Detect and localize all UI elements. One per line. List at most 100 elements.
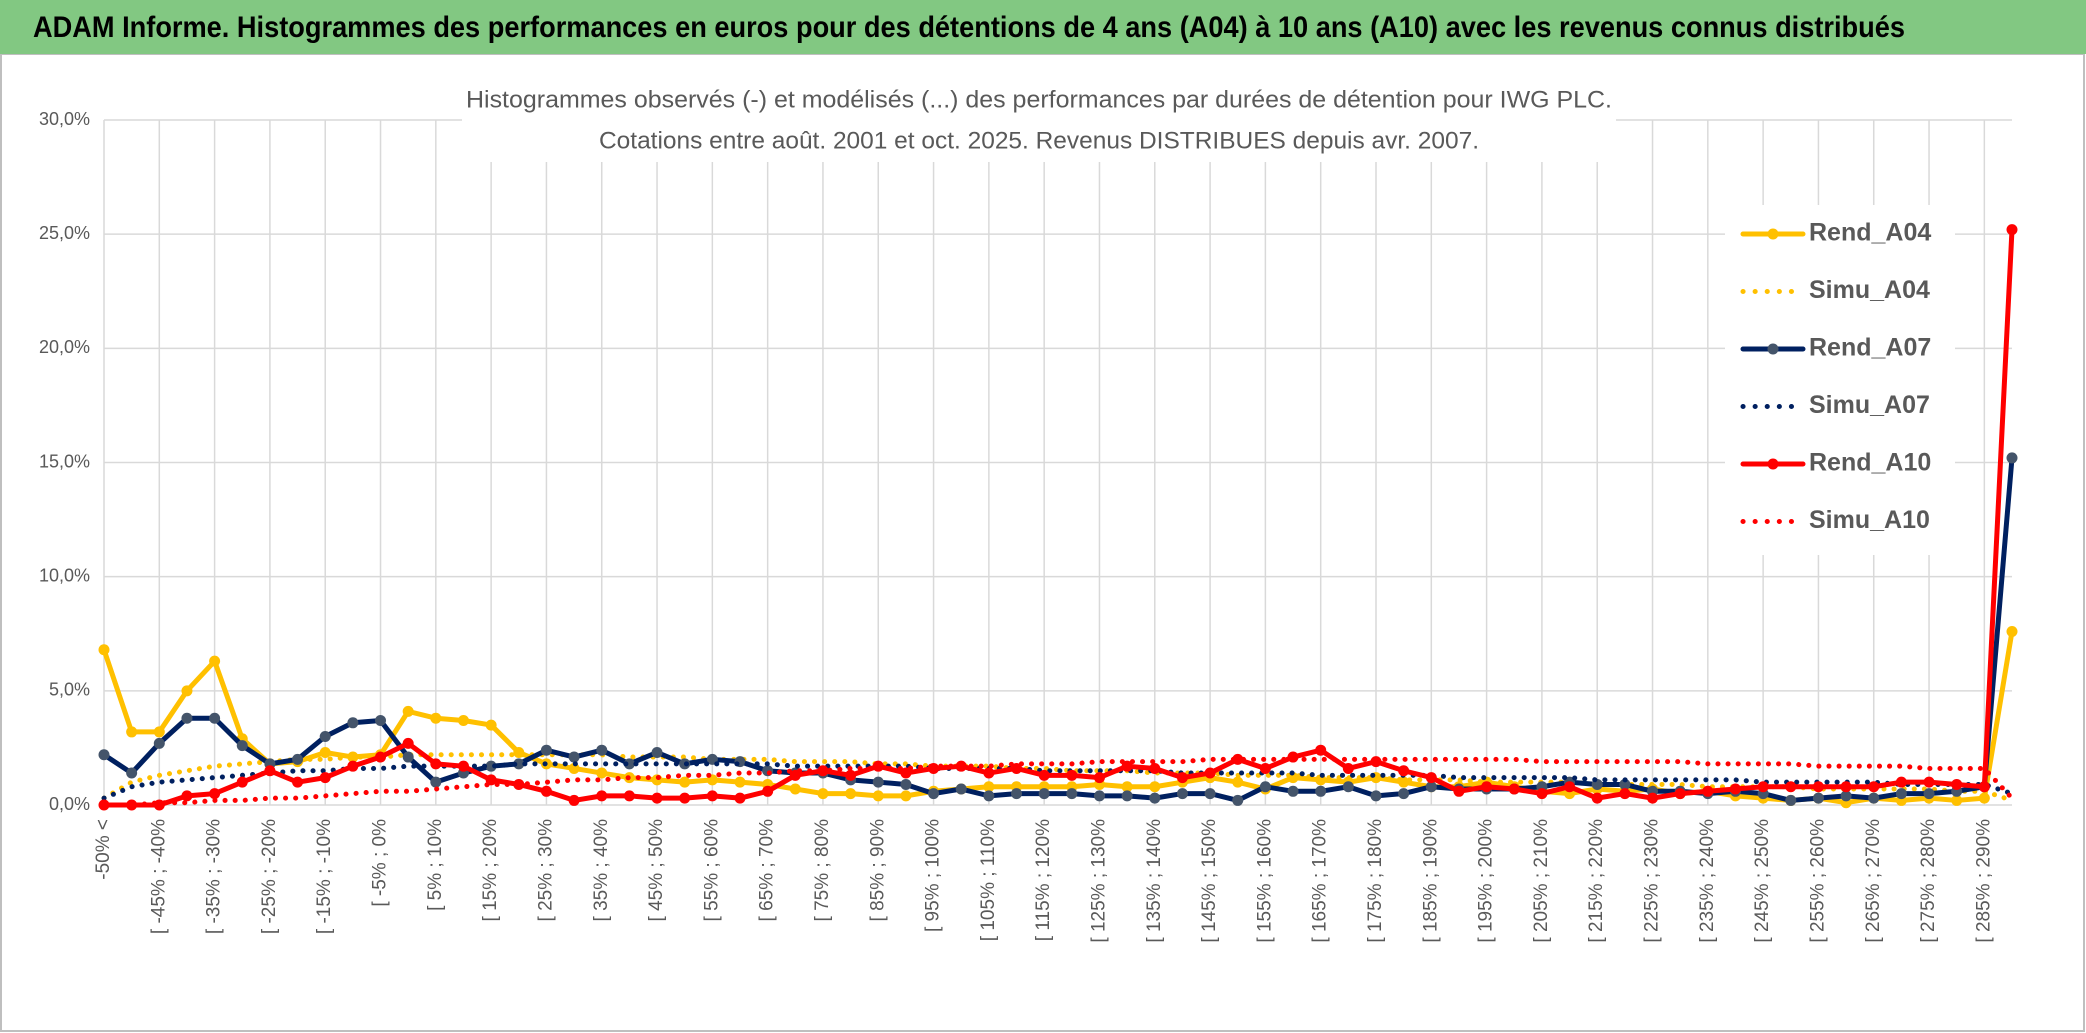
data-point bbox=[1453, 785, 1465, 797]
data-point bbox=[1149, 792, 1161, 804]
data-point bbox=[1619, 788, 1631, 800]
data-point bbox=[1038, 769, 1050, 781]
data-point bbox=[1259, 781, 1271, 793]
data-point bbox=[623, 758, 635, 770]
data-point bbox=[209, 655, 221, 667]
title-box bbox=[462, 82, 1616, 162]
data-point bbox=[375, 751, 387, 763]
data-point bbox=[1398, 788, 1410, 800]
data-point bbox=[983, 790, 995, 802]
data-point bbox=[181, 790, 193, 802]
grid: 0,0% 5,0% 10,0% 15,0% 20,0% 25,0% 30,0% -50% < [… bbox=[39, 109, 2012, 943]
data-point bbox=[292, 753, 304, 765]
x-tick-label: [ 165% ; 170% bbox=[1310, 819, 1331, 943]
x-tick-label: [ -35% ; -30% bbox=[204, 819, 225, 934]
legend-label: Simu_A10 bbox=[1809, 506, 1930, 534]
x-tick-label: [ 45% ; 50% bbox=[646, 819, 667, 922]
data-point bbox=[817, 765, 829, 777]
data-point bbox=[734, 776, 746, 788]
data-point bbox=[845, 769, 857, 781]
data-point bbox=[1425, 772, 1437, 784]
data-point bbox=[98, 644, 110, 656]
data-point bbox=[1895, 776, 1907, 788]
y-tick-label: 10,0% bbox=[39, 565, 90, 585]
data-point bbox=[347, 751, 359, 763]
y-tick-label: 25,0% bbox=[39, 223, 90, 243]
data-point bbox=[1038, 788, 1050, 800]
x-tick-label: [ 15% ; 20% bbox=[480, 819, 501, 922]
data-point bbox=[1011, 762, 1023, 774]
x-tick-label: [ 105% ; 110% bbox=[978, 819, 999, 941]
data-point bbox=[1536, 788, 1548, 800]
data-point bbox=[402, 705, 414, 717]
data-point bbox=[485, 719, 497, 731]
data-point bbox=[983, 781, 995, 793]
data-point bbox=[1398, 765, 1410, 777]
data-point bbox=[209, 712, 221, 724]
data-point bbox=[734, 792, 746, 804]
legend-label: Simu_A04 bbox=[1809, 276, 1930, 304]
data-point bbox=[762, 785, 774, 797]
data-point bbox=[1978, 781, 1990, 793]
data-point bbox=[845, 788, 857, 800]
data-point bbox=[1093, 772, 1105, 784]
data-point bbox=[1895, 788, 1907, 800]
plot bbox=[98, 224, 2018, 811]
legend-label: Rend_A07 bbox=[1809, 334, 1931, 362]
x-tick-label: [ 65% ; 70% bbox=[757, 819, 778, 922]
data-point bbox=[1923, 788, 1935, 800]
x-tick-label: [ -45% ; -40% bbox=[148, 819, 169, 934]
data-point bbox=[679, 792, 691, 804]
x-tick-label: [ 285% ; 290% bbox=[1973, 819, 1994, 943]
x-tick-label: [ -5% ; 0% bbox=[370, 819, 391, 907]
legend-marker bbox=[1767, 343, 1779, 355]
x-tick-label: [ 125% ; 130% bbox=[1088, 819, 1109, 943]
data-point bbox=[596, 744, 608, 756]
data-point bbox=[568, 751, 580, 763]
data-point bbox=[540, 785, 552, 797]
x-tick-label: [ 225% ; 230% bbox=[1642, 819, 1663, 943]
data-point bbox=[1619, 778, 1631, 790]
x-tick-label: [ 255% ; 260% bbox=[1807, 819, 1828, 943]
data-point bbox=[1259, 762, 1271, 774]
x-tick-label: [ 95% ; 100% bbox=[923, 819, 944, 932]
data-point bbox=[264, 765, 276, 777]
x-tick-label: [ 235% ; 240% bbox=[1697, 819, 1718, 943]
data-point bbox=[1287, 785, 1299, 797]
data-point bbox=[375, 715, 387, 727]
data-point bbox=[1840, 790, 1852, 802]
legend-marker bbox=[1767, 228, 1779, 240]
data-point bbox=[319, 746, 331, 758]
data-point bbox=[1232, 776, 1244, 788]
data-point bbox=[1204, 767, 1216, 779]
legend-label: Rend_A04 bbox=[1809, 219, 1931, 247]
data-point bbox=[1785, 794, 1797, 806]
data-point bbox=[1066, 769, 1078, 781]
y-tick-label: 0,0% bbox=[49, 794, 90, 814]
x-tick-label: [ 155% ; 160% bbox=[1254, 819, 1275, 943]
chart-subtitle: Cotations entre août. 2001 et oct. 2025.… bbox=[599, 127, 1479, 154]
data-point bbox=[1121, 790, 1133, 802]
x-tick-label: [ 135% ; 140% bbox=[1144, 819, 1165, 943]
data-point bbox=[1951, 794, 1963, 806]
data-point bbox=[2006, 452, 2018, 464]
x-tick-label: [ 145% ; 150% bbox=[1199, 819, 1220, 943]
series-line bbox=[101, 227, 2015, 808]
data-point bbox=[292, 776, 304, 788]
data-point bbox=[596, 790, 608, 802]
data-point bbox=[1564, 781, 1576, 793]
data-point bbox=[706, 790, 718, 802]
data-point bbox=[1232, 794, 1244, 806]
y-tick-label: 20,0% bbox=[39, 337, 90, 357]
x-tick-label: [ 75% ; 80% bbox=[812, 819, 833, 922]
data-point bbox=[126, 726, 138, 738]
data-point bbox=[1342, 781, 1354, 793]
data-point bbox=[679, 776, 691, 788]
data-point bbox=[1093, 790, 1105, 802]
data-point bbox=[1149, 781, 1161, 793]
x-tick-label: [ 205% ; 210% bbox=[1531, 819, 1552, 943]
data-point bbox=[651, 792, 663, 804]
data-point bbox=[789, 783, 801, 795]
data-point bbox=[347, 717, 359, 729]
data-point bbox=[319, 731, 331, 742]
